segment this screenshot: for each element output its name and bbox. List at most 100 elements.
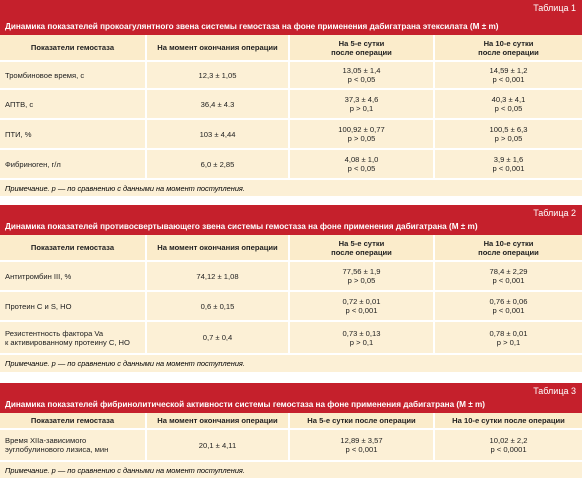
cell-text: p > 0,05 — [347, 134, 376, 143]
table-title: Динамика показателей фибринолитической а… — [5, 400, 485, 409]
table-note: Примечание. р — по сравнению с данными н… — [0, 355, 582, 372]
table-cell: 12,3 ± 1,05 — [147, 62, 290, 90]
cell-text: 3,9 ± 1,6 — [493, 155, 524, 164]
column-header: Показатели гемостаза — [0, 235, 147, 262]
cell-text: На момент окончания операции — [157, 243, 278, 252]
cell-text: после операции — [478, 47, 539, 57]
cell-text: p < 0,001 — [492, 75, 525, 84]
cell-text: после операции — [478, 247, 539, 257]
table-cell: 12,89 ± 3,57 p < 0,001 — [290, 430, 435, 462]
table-header: Таблица 3 Динамика показателей фибринолит… — [0, 383, 582, 413]
table-cell: 100,92 ± 0,77 p > 0,05 — [290, 120, 435, 150]
table-label: Таблица 2 — [533, 208, 576, 218]
cell-text: 20,1 ± 4,11 — [198, 440, 237, 450]
column-header: На 5-е сутки после операции — [290, 235, 435, 262]
cell-text: p > 0,1 — [349, 104, 374, 113]
cell-text: p < 0,05 — [347, 164, 376, 173]
table-cell: 13,05 ± 1,4 p < 0,05 — [290, 62, 435, 90]
table-cell: 0,73 ± 0,13 p > 0,1 — [290, 322, 435, 355]
cell-text: p < 0,001 — [492, 306, 525, 315]
column-header: На 5-е сутки после операции — [290, 413, 435, 430]
cell-text: после операции — [331, 47, 392, 57]
table-cell: 37,3 ± 4,6 p > 0,1 — [290, 90, 435, 120]
cell-text: 78,4 ± 2,29 — [489, 267, 528, 276]
cell-text: к активированному протеину С, НО — [5, 337, 130, 347]
table-cell: 40,3 ± 4,1 p < 0,05 — [435, 90, 582, 120]
table-cell: ПТИ, % — [0, 120, 147, 150]
cell-text: 74,12 ± 1,08 — [196, 271, 239, 281]
cell-text: 103 ± 4,44 — [199, 129, 236, 139]
table-cell: 4,08 ± 1,0 p < 0,05 — [290, 150, 435, 180]
table-cell: 0,6 ± 0,15 — [147, 292, 290, 322]
cell-text: На 10-е сутки — [483, 38, 534, 48]
cell-text: Показатели гемостаза — [30, 43, 115, 52]
cell-text: 0,78 ± 0,01 — [489, 328, 528, 338]
cell-text: 0,6 ± 0,15 — [200, 301, 235, 311]
cell-text: 14,59 ± 1,2 — [489, 66, 528, 75]
cell-text: p > 0,05 — [494, 134, 523, 143]
cell-text: 12,3 ± 1,05 — [198, 70, 237, 80]
cell-text: 13,05 ± 1,4 — [342, 66, 381, 75]
table-cell: 100,5 ± 6,3 p > 0,05 — [435, 120, 582, 150]
cell-text: Антитромбин III, % — [5, 271, 72, 281]
cell-text: p < 0,001 — [492, 164, 525, 173]
table-cell: 103 ± 4,44 — [147, 120, 290, 150]
cell-text: 0,73 ± 0,13 — [342, 328, 381, 338]
column-header: На 5-е сутки после операции — [290, 35, 435, 62]
cell-text: Время XIIa-зависимого — [5, 436, 87, 445]
cell-text: Показатели гемостаза — [30, 243, 115, 252]
cell-text: 37,3 ± 4,6 — [344, 95, 379, 104]
cell-text: На 10-е сутки — [483, 238, 534, 248]
table-title: Динамика показателей противосвертывающег… — [5, 222, 478, 231]
column-header: Показатели гемостаза — [0, 35, 147, 62]
cell-text: Тромбиновое время, с — [5, 70, 85, 80]
table-cell: 10,02 ± 2,2 p < 0,0001 — [435, 430, 582, 462]
cell-text: p < 0,001 — [345, 306, 378, 315]
cell-text: 0,7 ± 0,4 — [202, 333, 233, 342]
cell-text: Показатели гемостаза — [30, 416, 115, 425]
cell-text: На момент окончания операции — [157, 43, 278, 52]
table-label: Таблица 1 — [533, 3, 576, 13]
table-cell: Время XIIa-зависимого эуглобулинового лиз… — [0, 430, 147, 462]
cell-text: 36,4 ± 4.3 — [200, 99, 235, 109]
cell-text: ПТИ, % — [5, 129, 32, 139]
cell-text: Резистентность фактора Va — [5, 328, 104, 338]
column-header: На момент окончания операции — [147, 35, 290, 62]
cell-text: p < 0,001 — [345, 445, 378, 454]
cell-text: 77,56 ± 1,9 — [342, 267, 381, 276]
table-cell: 6,0 ± 2,85 — [147, 150, 290, 180]
table-cell: 0,78 ± 0,01 p > 0,1 — [435, 322, 582, 355]
table-cell: АПТВ, с — [0, 90, 147, 120]
cell-text: На 5-е сутки — [338, 238, 385, 248]
cell-text: 0,76 ± 0,06 — [489, 297, 528, 306]
column-header: На момент окончания операции — [147, 235, 290, 262]
table-cell: 0,7 ± 0,4 — [147, 322, 290, 355]
table-cell: 74,12 ± 1,08 — [147, 262, 290, 292]
table-cell: Фибриноген, г/л — [0, 150, 147, 180]
table-header: Таблица 1 Динамика показателей прокоагуля… — [0, 0, 582, 35]
cell-text: p > 0,1 — [496, 337, 521, 347]
table-cell: 3,9 ± 1,6 p < 0,001 — [435, 150, 582, 180]
cell-text: p > 0,05 — [347, 276, 376, 285]
cell-text: p > 0,1 — [349, 337, 374, 347]
cell-text: 4,08 ± 1,0 — [344, 155, 379, 164]
table-cell: Антитромбин III, % — [0, 262, 147, 292]
table-cell: 77,56 ± 1,9 p > 0,05 — [290, 262, 435, 292]
table-label: Таблица 3 — [533, 386, 576, 396]
table-note: Примечание. р — по сравнению с данными н… — [0, 180, 582, 196]
table-note: Примечание. р — по сравнению с данными н… — [0, 462, 582, 478]
cell-text: На 5-е сутки — [338, 38, 385, 48]
cell-text: Протеин С и S, НО — [5, 301, 72, 311]
table-cell: 14,59 ± 1,2 p < 0,001 — [435, 62, 582, 90]
table-cell: 0,76 ± 0,06 p < 0,001 — [435, 292, 582, 322]
table-cell: Протеин С и S, НО — [0, 292, 147, 322]
column-header: На 10-е сутки после операции — [435, 35, 582, 62]
table-cell: 20,1 ± 4,11 — [147, 430, 290, 462]
table-title: Динамика показателей прокоагулянтного зв… — [5, 22, 499, 31]
cell-text: 10,02 ± 2,2 — [489, 436, 528, 445]
cell-text: 6,0 ± 2,85 — [200, 159, 235, 169]
cell-text: 40,3 ± 4,1 — [491, 95, 526, 104]
cell-text: p < 0,05 — [347, 75, 376, 84]
cell-text: 100,5 ± 6,3 — [489, 125, 528, 134]
